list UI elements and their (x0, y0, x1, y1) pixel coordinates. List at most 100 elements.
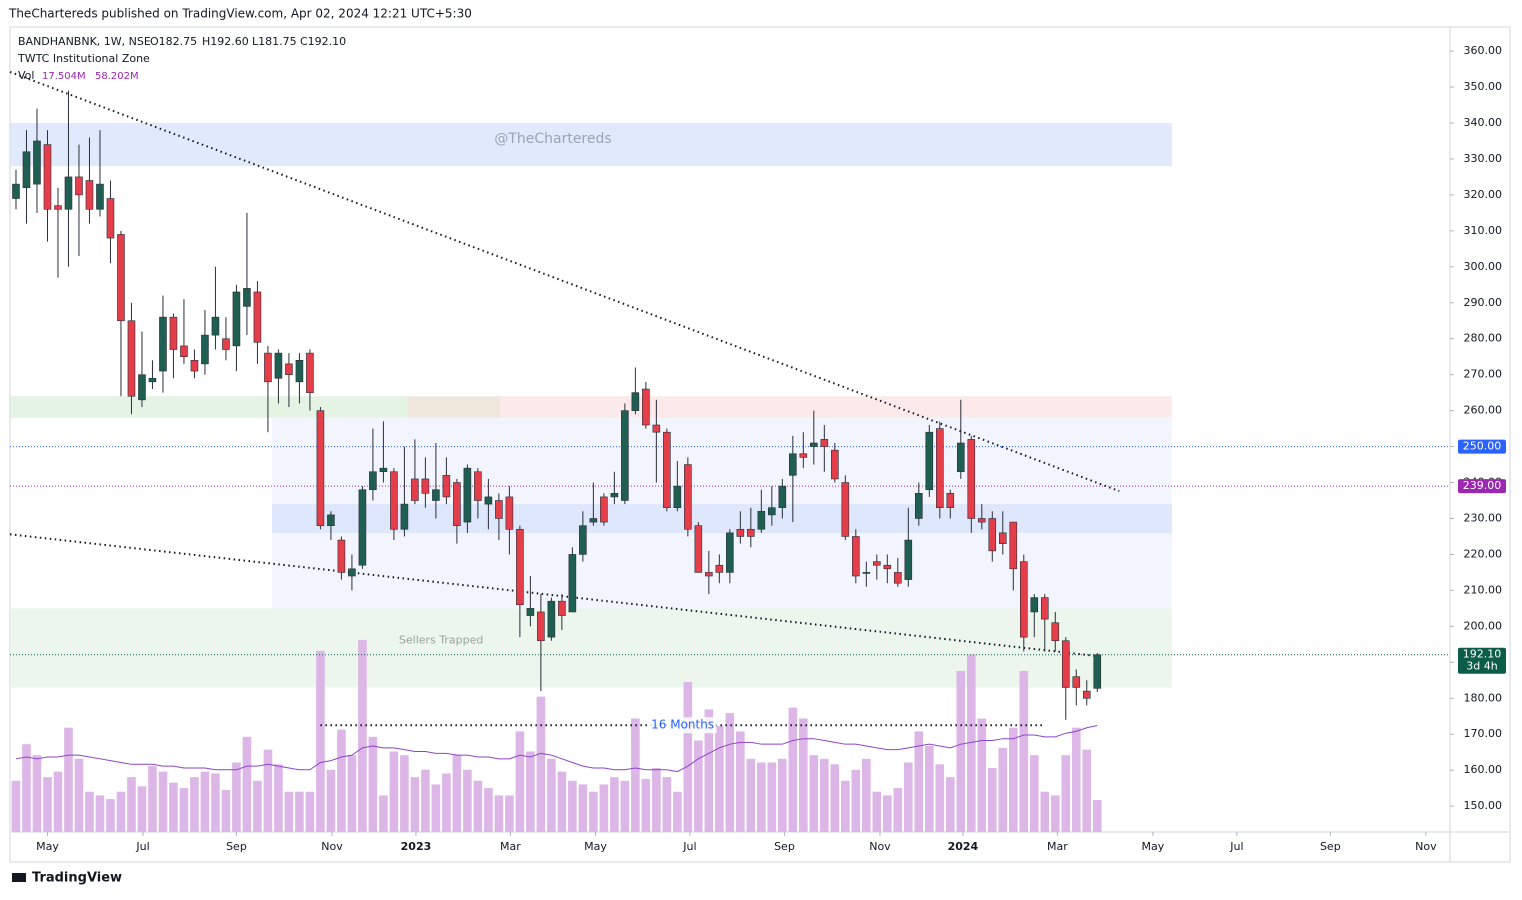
volume-bar (274, 764, 283, 832)
volume-bar (22, 744, 31, 832)
candle-body (316, 410, 325, 526)
volume-bar (620, 780, 630, 832)
candle-body (778, 485, 787, 508)
candle-body (705, 572, 713, 577)
price-level-label: 250.00 (1463, 440, 1502, 453)
volume-bar (536, 696, 546, 832)
footer: TradingView (32, 871, 122, 886)
y-tick-label: 300.00 (1464, 260, 1503, 273)
candle-body (295, 359, 304, 383)
candle-body (106, 198, 115, 239)
y-tick-label: 220.00 (1464, 547, 1503, 560)
volume-bar (190, 777, 199, 832)
vol-ma-value: 58.202M (95, 71, 139, 82)
volume-bar (725, 713, 735, 832)
ohlc-low: L181.75 (252, 35, 297, 48)
volume-bar (788, 707, 798, 832)
volume-bar (966, 654, 976, 832)
x-tick-label: May (36, 840, 59, 853)
candle-body (967, 439, 976, 519)
volume-bar (32, 755, 42, 832)
candle-body (736, 528, 745, 537)
zone (407, 396, 500, 418)
candle-body (820, 439, 829, 447)
candle-body (148, 377, 157, 383)
candle-body (1051, 622, 1060, 642)
candle-body (243, 288, 251, 307)
volume-bar (232, 762, 241, 832)
volume-bar (809, 755, 819, 832)
volume-bar (158, 771, 168, 832)
volume-bar (316, 650, 325, 832)
candle-body (715, 564, 724, 573)
volume-bar (799, 718, 808, 832)
candle-body (600, 496, 608, 523)
volume-bar (883, 795, 892, 832)
volume-bar (484, 788, 493, 832)
volume-bar (473, 780, 483, 832)
candle-body (117, 234, 125, 322)
volume-bar (11, 780, 21, 832)
candle-body (22, 151, 31, 189)
candle-body (232, 291, 241, 347)
ohlc-high: H192.60 (202, 35, 249, 48)
volume-bar (295, 791, 304, 832)
candle-body (484, 496, 493, 505)
candle-body (1009, 521, 1018, 570)
volume-bar (169, 782, 178, 832)
y-tick-label: 350.00 (1464, 80, 1503, 93)
volume-bar (987, 767, 997, 832)
volume-bar (221, 789, 231, 832)
y-tick-label: 320.00 (1464, 188, 1503, 201)
candle-body (12, 183, 20, 199)
volume-bar (358, 639, 367, 832)
y-tick-label: 230.00 (1464, 511, 1503, 524)
y-tick-label: 210.00 (1464, 583, 1503, 596)
x-tick-label: 2023 (401, 840, 432, 853)
volume-bar (715, 725, 724, 832)
symbol: BANDHANBNK, 1W, NSE (18, 35, 151, 48)
y-tick-label: 170.00 (1464, 727, 1503, 740)
vol-label: Vol (18, 69, 34, 82)
volume-bar (736, 731, 745, 832)
candle-body (1019, 561, 1028, 638)
volume-bar (767, 762, 777, 832)
volume-bar (526, 751, 535, 832)
candle-body (495, 500, 503, 519)
volume-bar (746, 758, 756, 832)
y-tick-label: 180.00 (1464, 691, 1503, 704)
volume-bar (463, 769, 472, 832)
candle-body (400, 503, 409, 530)
candle-body (516, 528, 524, 606)
candle-body (306, 352, 314, 393)
zone (499, 396, 1172, 418)
footer-logo (12, 873, 26, 882)
candle-body (579, 525, 587, 555)
candle-body (274, 352, 283, 379)
y-tick-label: 340.00 (1464, 116, 1503, 129)
logo-icon (12, 873, 26, 882)
y-tick-label: 200.00 (1464, 619, 1503, 632)
x-tick-label: Sep (1320, 840, 1341, 853)
candle-body (977, 518, 986, 523)
candle-body (432, 489, 440, 501)
x-tick-label: Nov (321, 840, 343, 853)
candle-body (547, 600, 556, 638)
candle-body (862, 572, 871, 574)
x-tick-label: Mar (1047, 840, 1068, 853)
price-level-box (1458, 479, 1506, 494)
candle-body (169, 316, 178, 350)
volume-bar (641, 778, 651, 832)
candle-body (222, 338, 230, 350)
volume-bar (389, 751, 399, 832)
volume-bar (631, 718, 640, 832)
x-tick-label: 2024 (948, 840, 979, 853)
candle-body (915, 493, 923, 519)
candle-body (663, 431, 671, 508)
x-tick-label: Mar (500, 840, 521, 853)
y-tick-label: 150.00 (1464, 799, 1503, 812)
x-tick-label: Nov (1415, 840, 1437, 853)
price-level-box (1458, 439, 1506, 454)
volume-bar (1061, 755, 1071, 832)
